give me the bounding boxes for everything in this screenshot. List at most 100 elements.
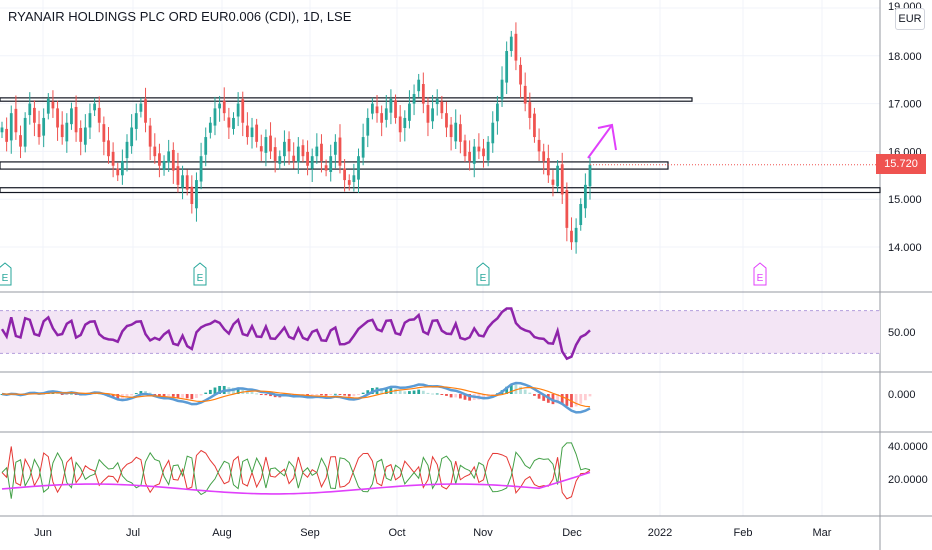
time-tick-label: Nov [473, 527, 493, 539]
candle-body [139, 103, 143, 112]
level-support [0, 187, 881, 194]
candle-body [181, 175, 184, 188]
macd-histogram-bar [333, 393, 337, 395]
candle-body [134, 113, 138, 129]
support-resistance-levels [0, 97, 881, 194]
rsi-tick-label: 50.00 [888, 327, 916, 339]
macd-histogram-bar [236, 387, 240, 394]
earnings-marker-icon [476, 262, 490, 286]
macd-histogram-bar [505, 386, 509, 394]
macd-histogram-bar [440, 394, 444, 395]
macd-histogram-bar [139, 391, 143, 394]
candle-body [208, 122, 212, 133]
macd-histogram-bar [320, 394, 323, 396]
macd-histogram-bar [162, 394, 166, 397]
macd-histogram-bar [218, 385, 221, 394]
level-resistance [0, 97, 693, 102]
macd-histogram-bar [255, 393, 259, 395]
candle-body [315, 146, 319, 157]
macd-histogram-bar [482, 394, 485, 400]
candle-body [505, 51, 509, 83]
macd-histogram-bar [533, 394, 536, 396]
candle-body [33, 107, 36, 123]
arrow-shaft [587, 124, 613, 159]
grid-lines [0, 0, 880, 516]
time-tick-label: 2022 [648, 527, 672, 539]
time-tick-label: Sep [300, 527, 320, 539]
macd-histogram-bar [190, 394, 194, 400]
macd-histogram-bar [324, 394, 328, 396]
macd-histogram-bar [153, 394, 157, 395]
macd-histogram-bar [435, 393, 439, 395]
candle-body [431, 108, 434, 122]
macd-histogram-bar [579, 394, 583, 404]
candle-body [477, 146, 481, 152]
candle-body [579, 203, 583, 226]
macd-histogram-bar [343, 394, 347, 396]
macd-histogram-bar [389, 387, 393, 394]
candle-body [37, 124, 41, 138]
macd-histogram-bar [486, 394, 490, 399]
candle-body [190, 186, 194, 204]
candle-body [514, 33, 518, 61]
candle-body [5, 128, 9, 142]
macd-histogram-bar [458, 394, 462, 399]
last-price-tag: 15.720 [876, 154, 926, 174]
macd-histogram-bar [431, 393, 434, 395]
candle-body [421, 84, 425, 104]
candle-body [542, 151, 546, 161]
candle-body [398, 116, 402, 133]
candle-body [171, 149, 175, 171]
candle-body [232, 117, 235, 129]
candle-body [472, 146, 476, 164]
rsi-pane: 50.00 [0, 307, 916, 361]
candle-body [70, 108, 73, 125]
adx-line [1, 471, 591, 495]
macd-histogram-bar [144, 391, 147, 394]
candle-body [296, 146, 300, 163]
candle-body [83, 127, 87, 145]
macd-histogram-bar [176, 394, 180, 398]
candle-body [560, 164, 564, 195]
candle-body [324, 165, 328, 171]
candle-body [93, 103, 96, 111]
candle-body [482, 148, 485, 157]
candle-body [357, 156, 360, 180]
macd-tick-label: 0.000 [888, 389, 916, 401]
macd-histogram-bar [528, 392, 532, 394]
macd-histogram-bar [315, 394, 319, 396]
candle-body [107, 140, 110, 157]
macd-histogram-bar [542, 394, 546, 401]
macd-histogram-bar [556, 394, 559, 404]
candle-body [408, 103, 411, 121]
candle-body [310, 156, 314, 169]
macd-histogram-bar [199, 394, 203, 396]
candle-body [278, 156, 282, 164]
macd-histogram-bar [111, 394, 115, 399]
candle-body [306, 151, 309, 166]
candle-body [144, 99, 147, 123]
time-tick-label: Dec [562, 527, 582, 539]
price-tick-label: 15.000 [888, 194, 922, 206]
candle-body [51, 101, 55, 109]
macd-histogram-bar [445, 394, 448, 396]
currency-badge[interactable]: EUR [895, 8, 925, 30]
candle-body [333, 141, 337, 155]
dmi-tick-label: 20.0000 [888, 474, 928, 486]
time-tick-label: Jun [34, 527, 52, 539]
candle-body [352, 175, 356, 182]
candle-body [445, 113, 448, 128]
macd-histogram-bar [583, 394, 587, 401]
candle-body [213, 108, 217, 126]
candle-body [394, 100, 397, 118]
candle-body [259, 146, 263, 152]
macd-histogram-bar [398, 390, 402, 394]
candle-body [537, 139, 541, 152]
candle-body [9, 113, 13, 141]
earnings-marker-icon [753, 262, 767, 286]
candle-body [500, 79, 504, 100]
macd-histogram-bar [125, 394, 129, 398]
candle-body [79, 127, 83, 142]
